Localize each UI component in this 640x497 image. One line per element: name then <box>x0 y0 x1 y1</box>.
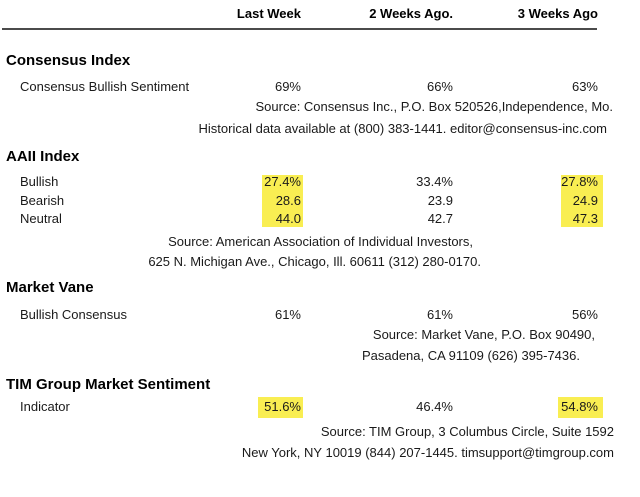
source-line: Source: American Association of Individu… <box>168 234 473 249</box>
value-cell: 33.4% <box>416 174 453 189</box>
table-row: Bullish Consensus 61% 61% 56% <box>0 307 640 323</box>
column-header-2-weeks-ago: 2 Weeks Ago. <box>369 6 453 21</box>
row-label-indicator: Indicator <box>20 399 70 414</box>
column-headers: Last Week 2 Weeks Ago. 3 Weeks Ago <box>0 6 640 22</box>
value-cell: 46.4% <box>416 399 453 414</box>
source-line: Historical data available at (800) 383-1… <box>198 121 607 136</box>
column-header-last-week: Last Week <box>236 6 301 21</box>
value-cell: 61% <box>274 307 301 322</box>
row-label-bullish: Bullish <box>20 174 59 189</box>
value-cell: 27.8% <box>561 174 598 189</box>
source-line: Pasadena, CA 91109 (626) 395-7436. <box>361 348 580 363</box>
value-cell: 69% <box>274 79 301 94</box>
section-title-aaii-index: AAII Index <box>6 148 80 165</box>
value-cell: 42.7 <box>427 211 453 226</box>
value-cell: 51.6% <box>264 399 301 414</box>
value-cell: 27.4% <box>264 174 301 189</box>
table-row: Neutral 44.0 42.7 47.3 <box>0 211 640 227</box>
value-cell: 56% <box>571 307 598 322</box>
value-cell: 24.9 <box>572 193 598 208</box>
column-header-3-weeks-ago: 3 Weeks Ago <box>517 6 598 21</box>
source-line: Source: Consensus Inc., P.O. Box 520526,… <box>255 99 614 114</box>
row-label-neutral: Neutral <box>20 211 62 226</box>
table-row: Bearish 28.6 23.9 24.9 <box>0 193 640 209</box>
highlight-tim-3-weeks-ago <box>558 397 603 418</box>
value-cell: 63% <box>571 79 598 94</box>
highlight-aaii-3-weeks-ago <box>561 175 603 227</box>
source-line: New York, NY 10019 (844) 207-1445. timsu… <box>241 445 614 460</box>
header-divider <box>2 28 597 30</box>
row-label-bullish-consensus: Bullish Consensus <box>20 307 127 322</box>
value-cell: 66% <box>426 79 453 94</box>
source-line: 625 N. Michigan Ave., Chicago, Ill. 6061… <box>148 254 481 269</box>
section-title-market-vane: Market Vane <box>6 279 94 296</box>
highlight-aaii-last-week <box>262 175 303 227</box>
highlight-tim-last-week <box>258 397 303 418</box>
row-label-bearish: Bearish <box>20 193 65 208</box>
table-row: Bullish 27.4% 33.4% 27.8% <box>0 174 640 190</box>
section-title-tim-group-market-sentiment: TIM Group Market Sentiment <box>6 376 211 393</box>
row-label-consensus-bullish-sentiment: Consensus Bullish Sentiment <box>20 79 190 94</box>
value-cell: 61% <box>426 307 453 322</box>
table-row: Consensus Bullish Sentiment 69% 66% 63% <box>0 79 640 95</box>
value-cell: 44.0 <box>275 211 301 226</box>
value-cell: 23.9 <box>427 193 453 208</box>
value-cell: 47.3 <box>572 211 598 226</box>
value-cell: 28.6 <box>275 193 301 208</box>
source-line: Source: Market Vane, P.O. Box 90490, <box>372 327 595 342</box>
source-line: Source: TIM Group, 3 Columbus Circle, Su… <box>320 424 614 439</box>
section-title-consensus-index: Consensus Index <box>6 52 131 69</box>
value-cell: 54.8% <box>561 399 598 414</box>
table-row: Indicator 51.6% 46.4% 54.8% <box>0 399 640 415</box>
